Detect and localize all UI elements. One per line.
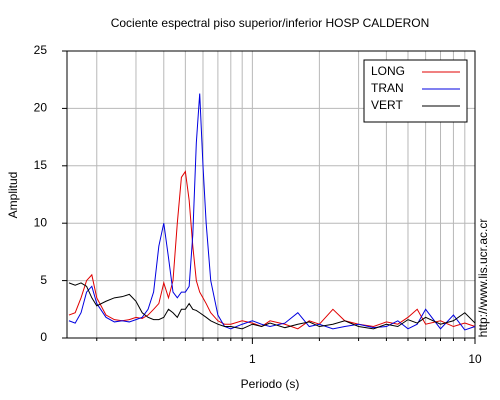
y-tick-label: 15 (34, 158, 48, 172)
legend-label: TRAN (371, 81, 404, 95)
y-tick-label: 25 (34, 43, 48, 57)
x-axis-label: Periodo (s) (241, 377, 300, 391)
y-axis-label: Amplitud (6, 172, 20, 219)
y-tick-label: 20 (34, 101, 48, 115)
plot-frame (66, 50, 476, 339)
series-line (68, 93, 476, 331)
y-tick-label: 5 (40, 273, 47, 287)
series-line (68, 170, 476, 330)
series-line (68, 282, 476, 330)
x-tick-label: 1 (249, 352, 256, 366)
legend-label: VERT (371, 98, 403, 112)
legend-label: LONG (371, 64, 405, 78)
y-tick-label: 10 (34, 215, 48, 229)
watermark: http://www.lis.ucr.ac.cr (476, 219, 490, 338)
y-tick-label: 0 (40, 330, 47, 344)
legend-box (363, 59, 468, 123)
x-tick-label: 10 (468, 352, 482, 366)
chart-title: Cociente espectral piso superior/inferio… (111, 16, 430, 30)
